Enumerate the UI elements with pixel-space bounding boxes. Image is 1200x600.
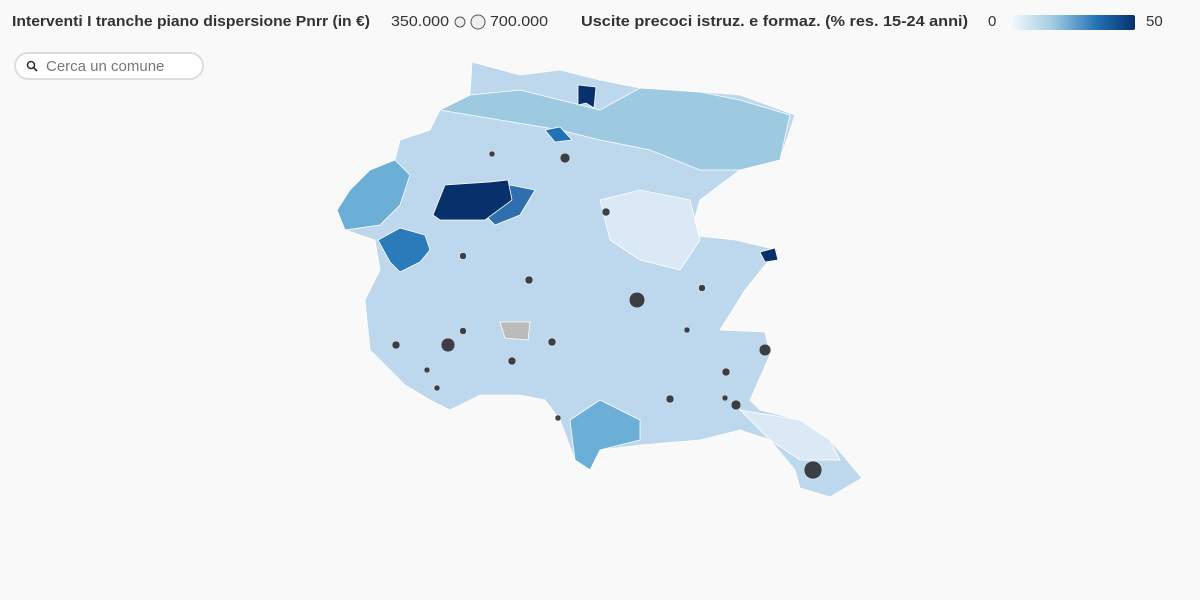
- bubble: [488, 150, 496, 158]
- bubble: [628, 291, 646, 309]
- size-legend-label: 350.000: [391, 13, 449, 30]
- area: [499, 321, 531, 341]
- bubble: [601, 207, 611, 217]
- area: [577, 84, 597, 109]
- bubble: [698, 284, 706, 292]
- size-legend-circle: [454, 16, 466, 28]
- bubble: [440, 337, 456, 353]
- bubble: [433, 384, 441, 392]
- bubble: [665, 394, 675, 404]
- area: [544, 126, 573, 143]
- region-shapes: [336, 61, 863, 498]
- bubble: [559, 152, 571, 164]
- search-placeholder: Cerca un comune: [46, 57, 165, 75]
- bubble: [391, 340, 401, 350]
- size-legend-title: Interventi I tranche piano dispersione P…: [12, 13, 370, 30]
- area: [738, 409, 841, 461]
- bubble: [459, 327, 467, 335]
- color-legend-label: 50: [1146, 13, 1163, 30]
- size-legend-label: 700.000: [490, 13, 548, 30]
- bubble: [507, 356, 517, 366]
- bubble: [730, 399, 742, 411]
- area: [432, 179, 513, 221]
- area: [599, 189, 701, 271]
- bubbles: [391, 150, 823, 480]
- search-icon: [26, 60, 38, 72]
- area: [569, 399, 641, 471]
- bubble: [547, 337, 557, 347]
- color-scale: [1010, 15, 1135, 30]
- bubble: [721, 394, 729, 402]
- color-legend-title: Uscite precoci istruz. e formaz. (% res.…: [581, 13, 968, 30]
- bubble: [721, 367, 731, 377]
- area: [377, 227, 431, 273]
- bubble: [423, 366, 431, 374]
- bubble: [554, 414, 562, 422]
- bubble: [524, 275, 534, 285]
- area: [438, 87, 791, 171]
- bubble: [803, 460, 823, 480]
- bubble: [758, 343, 772, 357]
- area: [336, 159, 411, 231]
- area: [759, 247, 779, 263]
- bubble: [459, 252, 467, 260]
- size-legend-circle: [470, 14, 486, 30]
- bubble: [683, 326, 691, 334]
- color-legend-label: 0: [988, 13, 996, 30]
- search-box[interactable]: Cerca un comune: [14, 52, 204, 80]
